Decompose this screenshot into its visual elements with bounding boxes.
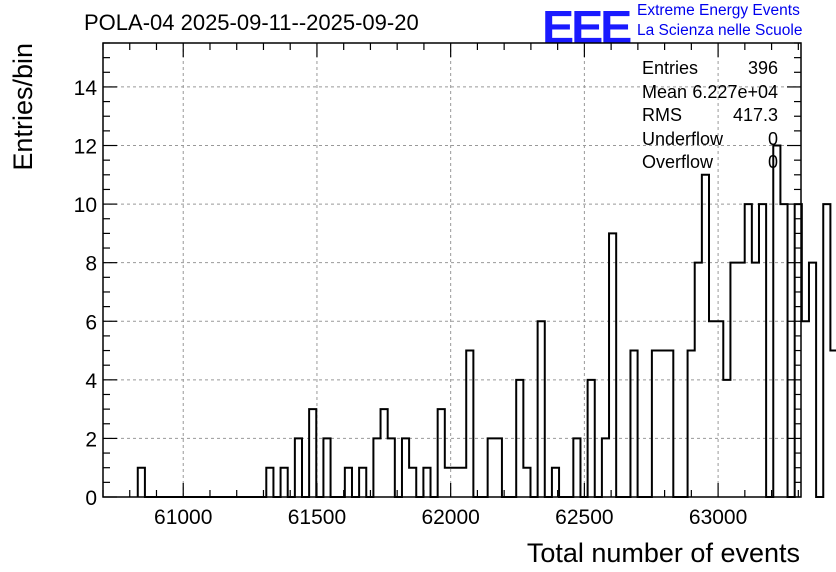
histogram-bin xyxy=(402,438,409,497)
histogram-bin xyxy=(488,438,495,497)
histogram-bin xyxy=(716,321,723,497)
histogram-bin xyxy=(830,351,836,497)
x-axis-label: Total number of events xyxy=(527,538,800,568)
plot-frame xyxy=(102,42,802,498)
histogram-bin xyxy=(745,204,752,497)
histogram-bin xyxy=(495,438,502,497)
histogram-bin xyxy=(323,438,330,497)
histogram-bin xyxy=(538,321,545,497)
stat-rms-value: 417.3 xyxy=(732,105,778,125)
histogram-bin xyxy=(295,438,302,497)
y-tick-label: 2 xyxy=(85,428,97,451)
histogram-bin xyxy=(381,409,388,497)
stat-underflow-label: Underflow xyxy=(642,129,724,149)
histogram-bin xyxy=(309,409,316,497)
histogram-bin xyxy=(702,175,709,497)
histogram-bin xyxy=(438,409,445,497)
stat-entries-label: Entries xyxy=(642,58,699,78)
y-tick-label: 6 xyxy=(85,311,97,334)
histogram-bin xyxy=(466,351,473,497)
y-tick-label: 12 xyxy=(74,136,97,159)
histogram-bin xyxy=(802,321,809,497)
histogram-bin xyxy=(373,438,380,497)
histogram-bin xyxy=(388,438,395,497)
histogram-bin xyxy=(359,468,366,497)
stat-overflow-value: 0 xyxy=(767,152,778,172)
y-tick-label: 10 xyxy=(74,194,97,217)
histogram-bin xyxy=(759,204,766,497)
histogram-bin xyxy=(630,351,637,497)
x-tick-label: 62500 xyxy=(555,506,613,529)
histogram-bin xyxy=(666,351,673,497)
histogram-bin xyxy=(602,438,609,497)
y-tick-label: 8 xyxy=(85,253,97,276)
x-tick-label: 61000 xyxy=(154,506,212,529)
y-tick-label: 0 xyxy=(85,487,97,510)
histogram-bin xyxy=(523,468,530,497)
x-tick-label: 61500 xyxy=(288,506,346,529)
axis-layer: 61000 61500 62000 62500 63000 0 2 4 6 8 10 12 14 xyxy=(74,42,802,529)
histogram-bin xyxy=(809,263,816,497)
histogram-bin xyxy=(452,468,459,497)
histogram-bin xyxy=(409,468,416,497)
stat-overflow-label: Overflow xyxy=(642,152,714,172)
histogram-bin xyxy=(459,468,466,497)
histogram-bin xyxy=(652,351,659,497)
histogram-layer xyxy=(136,144,836,498)
stat-entries-value: 396 xyxy=(747,58,778,78)
chart-title: POLA-04 2025-09-11--2025-09-20 xyxy=(84,10,419,35)
histogram-bin xyxy=(281,468,288,497)
stat-rms-label: RMS xyxy=(642,105,682,125)
histogram-bin xyxy=(266,468,273,497)
histogram-bin xyxy=(823,204,830,497)
histogram-bin xyxy=(345,468,352,497)
histogram-bin xyxy=(138,468,145,497)
y-tick-label: 14 xyxy=(74,77,98,100)
y-axis-label: Entries/bin xyxy=(8,43,38,171)
histogram-bin xyxy=(709,321,716,497)
x-tick-label: 62000 xyxy=(421,506,479,529)
histogram-outline xyxy=(136,144,836,498)
logo-caption-line1: Extreme Energy Events xyxy=(637,2,800,19)
histogram-bin xyxy=(573,438,580,497)
stat-underflow-value: 0 xyxy=(767,129,778,149)
stat-mean-label: Mean xyxy=(642,82,688,102)
histogram-bin xyxy=(659,351,666,497)
logo-caption-line2: La Scienza nelle Scuole xyxy=(637,22,803,39)
histogram-bin xyxy=(609,233,616,497)
histogram-bin xyxy=(688,351,695,497)
stat-mean-value: 6.227e+04 xyxy=(692,82,778,102)
x-tick-label: 63000 xyxy=(689,506,747,529)
histogram-bin xyxy=(780,204,787,497)
y-tick-label: 4 xyxy=(85,370,97,393)
